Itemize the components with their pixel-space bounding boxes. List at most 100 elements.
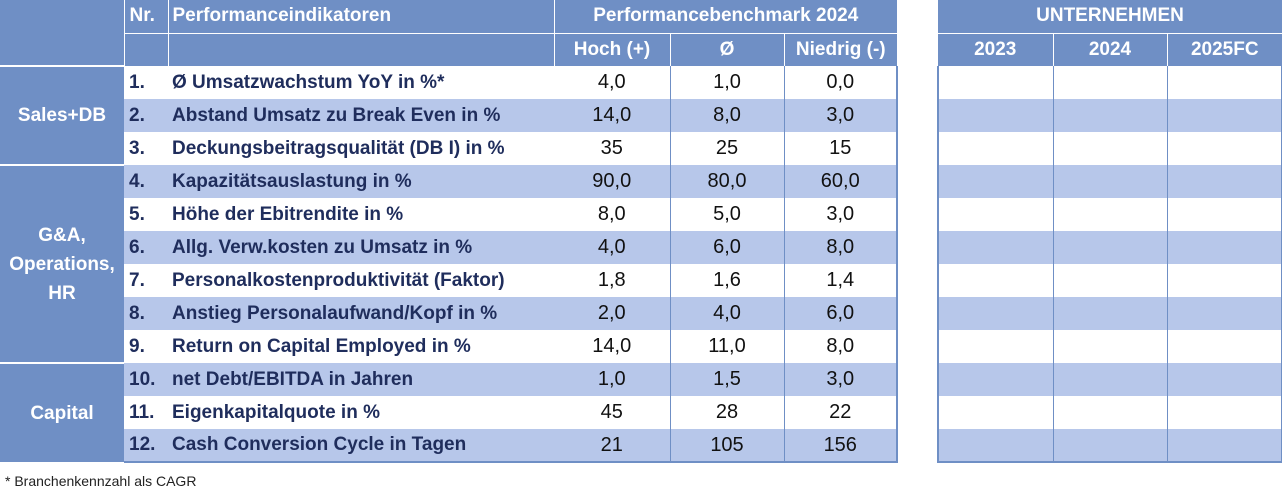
value-cell-2023[interactable] xyxy=(937,198,1053,231)
value-cell-2023[interactable] xyxy=(937,363,1053,396)
group-label-line: HR xyxy=(48,282,76,304)
row-avg: 28 xyxy=(669,396,784,429)
value-cell-2024[interactable] xyxy=(1052,330,1167,363)
value-cell-2025fc[interactable] xyxy=(1166,264,1282,297)
value-cell-2023[interactable] xyxy=(937,330,1053,363)
value-cell-2025fc[interactable] xyxy=(1166,231,1282,264)
group-label-sales: Sales+DB xyxy=(0,65,124,165)
row-kpi: Deckungsbeitragsqualität (DB I) in % xyxy=(168,132,554,165)
corner-cell xyxy=(0,0,125,33)
value-cell-2023[interactable] xyxy=(937,99,1053,132)
row-nr: 8. xyxy=(124,297,168,330)
table-row: 6. Allg. Verw.kosten zu Umsatz in % 4,0 … xyxy=(0,231,898,264)
kpi-header-blank xyxy=(168,33,555,66)
table-row: 7. Personalkostenproduktivität (Faktor) … xyxy=(0,264,898,297)
value-cell-2025fc[interactable] xyxy=(1166,429,1282,463)
row-avg: 105 xyxy=(669,429,784,463)
group-label-line: Sales+DB xyxy=(17,105,107,126)
company-row xyxy=(937,165,1282,198)
value-cell-2023[interactable] xyxy=(937,165,1053,198)
value-cell-2025fc[interactable] xyxy=(1166,165,1282,198)
row-nr: 12. xyxy=(124,429,168,463)
value-cell-2023[interactable] xyxy=(937,132,1053,165)
company-header-row: UNTERNEHMEN xyxy=(938,0,1282,34)
value-cell-2024[interactable] xyxy=(1052,429,1167,463)
value-cell-2024[interactable] xyxy=(1052,297,1167,330)
row-avg: 4,0 xyxy=(669,297,784,330)
company-row xyxy=(937,132,1282,165)
row-high: 45 xyxy=(554,396,670,429)
row-avg: 80,0 xyxy=(669,165,784,198)
value-cell-2025fc[interactable] xyxy=(1166,198,1282,231)
value-cell-2024[interactable] xyxy=(1052,363,1167,396)
table-row: Sales+DB 1. Ø Umsatzwachstum YoY in %* 4… xyxy=(0,65,898,165)
group-label-capital: Capital xyxy=(0,362,124,462)
row-avg: 8,0 xyxy=(669,99,784,132)
row-nr: 9. xyxy=(124,330,168,363)
row-nr: 3. xyxy=(124,132,168,165)
table-row: 5. Höhe der Ebitrendite in % 8,0 5,0 3,0 xyxy=(0,198,898,231)
value-cell-2025fc[interactable] xyxy=(1166,363,1282,396)
row-low: 22 xyxy=(783,396,898,429)
row-avg: 25 xyxy=(669,132,784,165)
row-nr: 1. xyxy=(124,66,168,99)
row-kpi: Abstand Umsatz zu Break Even in % xyxy=(168,99,554,132)
value-cell-2024[interactable] xyxy=(1052,99,1167,132)
row-high: 4,0 xyxy=(554,231,670,264)
row-low: 15 xyxy=(783,132,898,165)
year-2024-header: 2024 xyxy=(1053,33,1168,66)
row-kpi: Anstieg Personalaufwand/Kopf in % xyxy=(168,297,554,330)
row-high: 8,0 xyxy=(554,198,670,231)
row-low: 60,0 xyxy=(783,165,898,198)
row-nr: 11. xyxy=(124,396,168,429)
value-cell-2024[interactable] xyxy=(1052,198,1167,231)
value-cell-2024[interactable] xyxy=(1052,264,1167,297)
benchmark-table: Nr. Performanceindikatoren Performancebe… xyxy=(0,0,898,463)
row-kpi: Höhe der Ebitrendite in % xyxy=(168,198,554,231)
group-label-line: Capital xyxy=(30,402,94,424)
value-cell-2023[interactable] xyxy=(937,396,1053,429)
value-cell-2023[interactable] xyxy=(937,264,1053,297)
table-row: 12. Cash Conversion Cycle in Tagen 21 10… xyxy=(0,429,898,463)
value-cell-2023[interactable] xyxy=(937,231,1053,264)
row-kpi: Ø Umsatzwachstum YoY in %* xyxy=(168,66,554,99)
value-cell-2025fc[interactable] xyxy=(1166,297,1282,330)
row-low: 1,4 xyxy=(783,264,898,297)
group-label-operations: G&A, Operations, HR xyxy=(0,164,124,363)
company-row xyxy=(937,264,1282,297)
row-low: 0,0 xyxy=(783,66,898,99)
value-cell-2025fc[interactable] xyxy=(1166,330,1282,363)
company-row xyxy=(937,396,1282,429)
value-cell-2024[interactable] xyxy=(1052,231,1167,264)
header-row-2: Hoch (+) Ø Niedrig (-) xyxy=(0,33,897,66)
row-avg: 1,6 xyxy=(669,264,784,297)
company-header: UNTERNEHMEN xyxy=(938,0,1282,34)
value-cell-2025fc[interactable] xyxy=(1166,132,1282,165)
row-high: 14,0 xyxy=(554,99,670,132)
year-header-row: 2023 2024 2025FC xyxy=(938,33,1282,66)
row-nr: 5. xyxy=(124,198,168,231)
value-cell-2023[interactable] xyxy=(937,297,1053,330)
row-kpi: Kapazitätsauslastung in % xyxy=(168,165,554,198)
row-high: 35 xyxy=(554,132,670,165)
table-row: 9. Return on Capital Employed in % 14,0 … xyxy=(0,330,898,363)
value-cell-2025fc[interactable] xyxy=(1166,99,1282,132)
value-cell-2023[interactable] xyxy=(937,66,1053,99)
row-nr: 6. xyxy=(124,231,168,264)
value-cell-2024[interactable] xyxy=(1052,165,1167,198)
table-row: 2. Abstand Umsatz zu Break Even in % 14,… xyxy=(0,99,898,132)
value-cell-2024[interactable] xyxy=(1052,132,1167,165)
value-cell-2023[interactable] xyxy=(937,429,1053,463)
company-row xyxy=(937,198,1282,231)
row-avg: 5,0 xyxy=(669,198,784,231)
value-cell-2024[interactable] xyxy=(1052,66,1167,99)
row-kpi: net Debt/EBITDA in Jahren xyxy=(168,363,554,396)
value-cell-2025fc[interactable] xyxy=(1166,396,1282,429)
value-cell-2024[interactable] xyxy=(1052,396,1167,429)
group-label-line: Operations, xyxy=(9,253,115,275)
company-row xyxy=(937,231,1282,264)
value-cell-2025fc[interactable] xyxy=(1166,66,1282,99)
year-2023-header: 2023 xyxy=(938,33,1054,66)
table-row: 8. Anstieg Personalaufwand/Kopf in % 2,0… xyxy=(0,297,898,330)
year-2025fc-header: 2025FC xyxy=(1167,33,1282,66)
